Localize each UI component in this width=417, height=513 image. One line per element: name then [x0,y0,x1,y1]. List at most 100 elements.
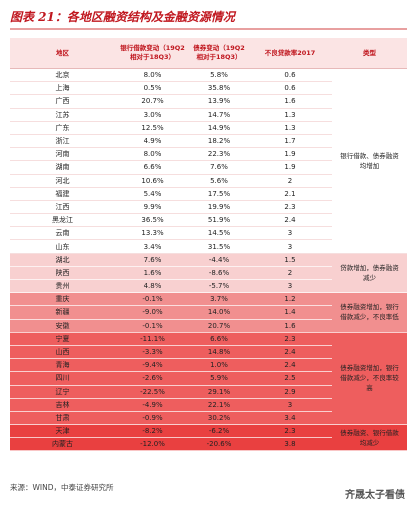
table-row: 浙江 4.9% 18.2% 1.7 [10,134,407,149]
region-cell: 吉林 [10,398,115,412]
header-cell: 债券变动（19Q2相对于18Q3） [190,38,248,69]
value-cell: 2.4 [248,345,332,360]
table-row: 福建 5.4% 17.5% 2.1 [10,187,407,201]
value-cell: -0.1% [115,292,190,307]
value-cell: 17.5% [190,187,248,201]
table-row: 云南 13.3% 14.5% 3 [10,226,407,241]
value-cell: 1.2 [248,292,332,307]
value-cell: -11.1% [115,332,190,346]
value-cell: 3.4 [248,411,332,426]
region-cell: 云南 [10,226,115,241]
value-cell: 4.9% [115,134,190,149]
value-cell: -4.4% [190,253,248,267]
region-cell: 江西 [10,200,115,215]
region-cell: 宁夏 [10,332,115,346]
value-cell: -5.7% [190,279,248,294]
value-cell: 1.9 [248,147,332,162]
table-row: 天津 -8.2% -6.2% 2.3 债券融资、银行借款均减少 [10,424,407,452]
value-cell: -0.1% [115,319,190,333]
table-body: 北京 8.0% 5.8% 0.6 银行借款、债券融资均增加 上海 0.5% 35.8% 0.6 广… [10,68,407,452]
table-row: 山东 3.4% 31.5% 3 [10,239,407,254]
value-cell: 3.8 [248,437,332,452]
value-cell: 2.3 [248,424,332,439]
value-cell: 0.6 [248,68,332,83]
value-cell: 13.9% [190,94,248,109]
region-cell: 湖南 [10,160,115,175]
table-row: 湖北 7.6% -4.4% 1.5 贷款增加，债券融资减少 [10,253,407,294]
table-row: 重庆 -0.1% 3.7% 1.2 债券融资增加，银行借款减少，不良率低 [10,292,407,333]
region-cell: 天津 [10,424,115,439]
value-cell: 7.6% [115,253,190,267]
region-cell: 湖北 [10,253,115,267]
table-row: 安徽 -0.1% 20.7% 1.6 [10,319,407,333]
region-cell: 陕西 [10,266,115,281]
value-cell: -9.4% [115,358,190,373]
region-cell: 内蒙古 [10,437,115,452]
table-row: 吉林 -4.9% 22.1% 3 [10,398,407,412]
table-row: 广西 20.7% 13.9% 1.6 [10,94,407,109]
value-cell: 13.3% [115,226,190,241]
value-cell: -8.2% [115,424,190,439]
type-cell: 银行借款、债券融资均增加 [332,68,407,254]
type-cell: 贷款增加，债券融资减少 [332,253,407,294]
region-cell: 浙江 [10,134,115,149]
value-cell: 14.8% [190,345,248,360]
value-cell: 30.2% [190,411,248,426]
table-row: 陕西 1.6% -8.6% 2 [10,266,407,281]
value-cell: 22.3% [190,147,248,162]
value-cell: 1.5 [248,253,332,267]
table-row: 宁夏 -11.1% 6.6% 2.3 债券融资增加，银行借款减少，不良率较高 [10,332,407,426]
table-row: 河北 10.6% 5.6% 2 [10,174,407,188]
value-cell: 1.3 [248,121,332,135]
region-cell: 贵州 [10,279,115,294]
value-cell: 1.7 [248,134,332,149]
value-cell: 5.9% [190,371,248,386]
value-cell: 8.0% [115,68,190,83]
value-cell: 3 [248,226,332,241]
value-cell: 35.8% [190,81,248,96]
value-cell: -6.2% [190,424,248,439]
value-cell: 18.2% [190,134,248,149]
table-row: 上海 0.5% 35.8% 0.6 [10,81,407,96]
header-cell: 银行借款变动（19Q2相对于18Q3） [115,38,190,69]
value-cell: 10.6% [115,174,190,188]
table-row: 甘肃 -0.9% 30.2% 3.4 [10,411,407,426]
value-cell: 29.1% [190,385,248,399]
title: 图表 21：各地区融资结构及金融资源情况 [10,8,407,30]
value-cell: 4.8% [115,279,190,294]
type-cell: 债券融资、银行借款均减少 [332,424,407,452]
region-cell: 青海 [10,358,115,373]
value-cell: 2.3 [248,332,332,346]
value-cell: 1.6% [115,266,190,281]
value-cell: 20.7% [115,94,190,109]
region-cell: 江苏 [10,108,115,122]
value-cell: 1.6 [248,94,332,109]
value-cell: 2 [248,266,332,281]
watermark: 齐晟太子看债 [345,490,405,501]
region-cell: 福建 [10,187,115,201]
type-cell: 债券融资增加，银行借款减少，不良率较高 [332,332,407,426]
region-cell: 广东 [10,121,115,135]
value-cell: 2.1 [248,187,332,201]
value-cell: 2.4 [248,213,332,228]
region-cell: 甘肃 [10,411,115,426]
region-cell: 四川 [10,371,115,386]
table: 地区 银行借款变动（19Q2相对于18Q3） 债券变动（19Q2相对于18Q3） 不良… [10,38,407,452]
value-cell: -12.0% [115,437,190,452]
region-cell: 河南 [10,147,115,162]
region-cell: 辽宁 [10,385,115,399]
value-cell: 19.9% [190,200,248,215]
region-cell: 安徽 [10,319,115,333]
value-cell: 36.5% [115,213,190,228]
table-row: 辽宁 -22.5% 29.1% 2.9 [10,385,407,399]
table-row: 湖南 6.6% 7.6% 1.9 [10,160,407,175]
value-cell: 22.1% [190,398,248,412]
value-cell: 14.0% [190,305,248,320]
value-cell: 2.9 [248,385,332,399]
value-cell: 6.6% [190,332,248,346]
value-cell: 2.5 [248,371,332,386]
region-cell: 重庆 [10,292,115,307]
table-row: 江苏 3.0% 14.7% 1.3 [10,108,407,122]
region-cell: 北京 [10,68,115,83]
